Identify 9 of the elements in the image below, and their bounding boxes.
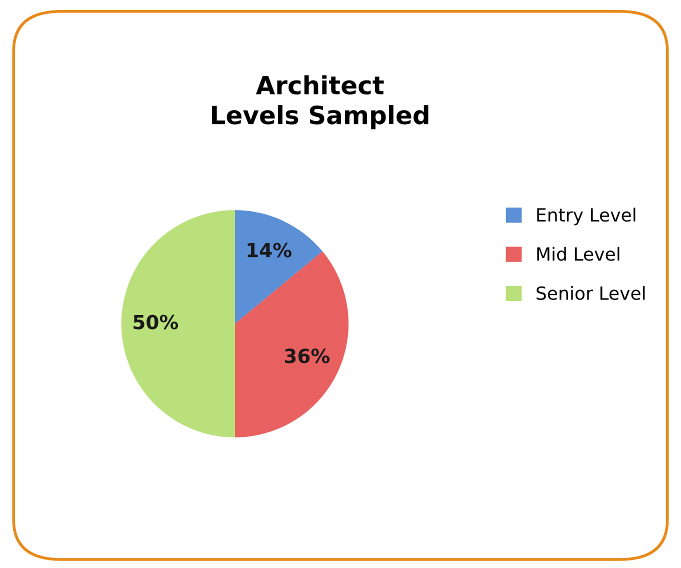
legend-label: Entry Level (537, 208, 636, 226)
legend-label: Senior Level (536, 286, 645, 300)
legend-label: Mid Level (537, 246, 620, 261)
pie-slice (234, 210, 322, 324)
pie-slice (121, 210, 235, 438)
chart-title: Architect Levels Sampled (212, 75, 428, 130)
data-label: 14% (248, 242, 292, 258)
data-label: 36% (284, 348, 330, 364)
data-label: 50% (134, 314, 178, 330)
